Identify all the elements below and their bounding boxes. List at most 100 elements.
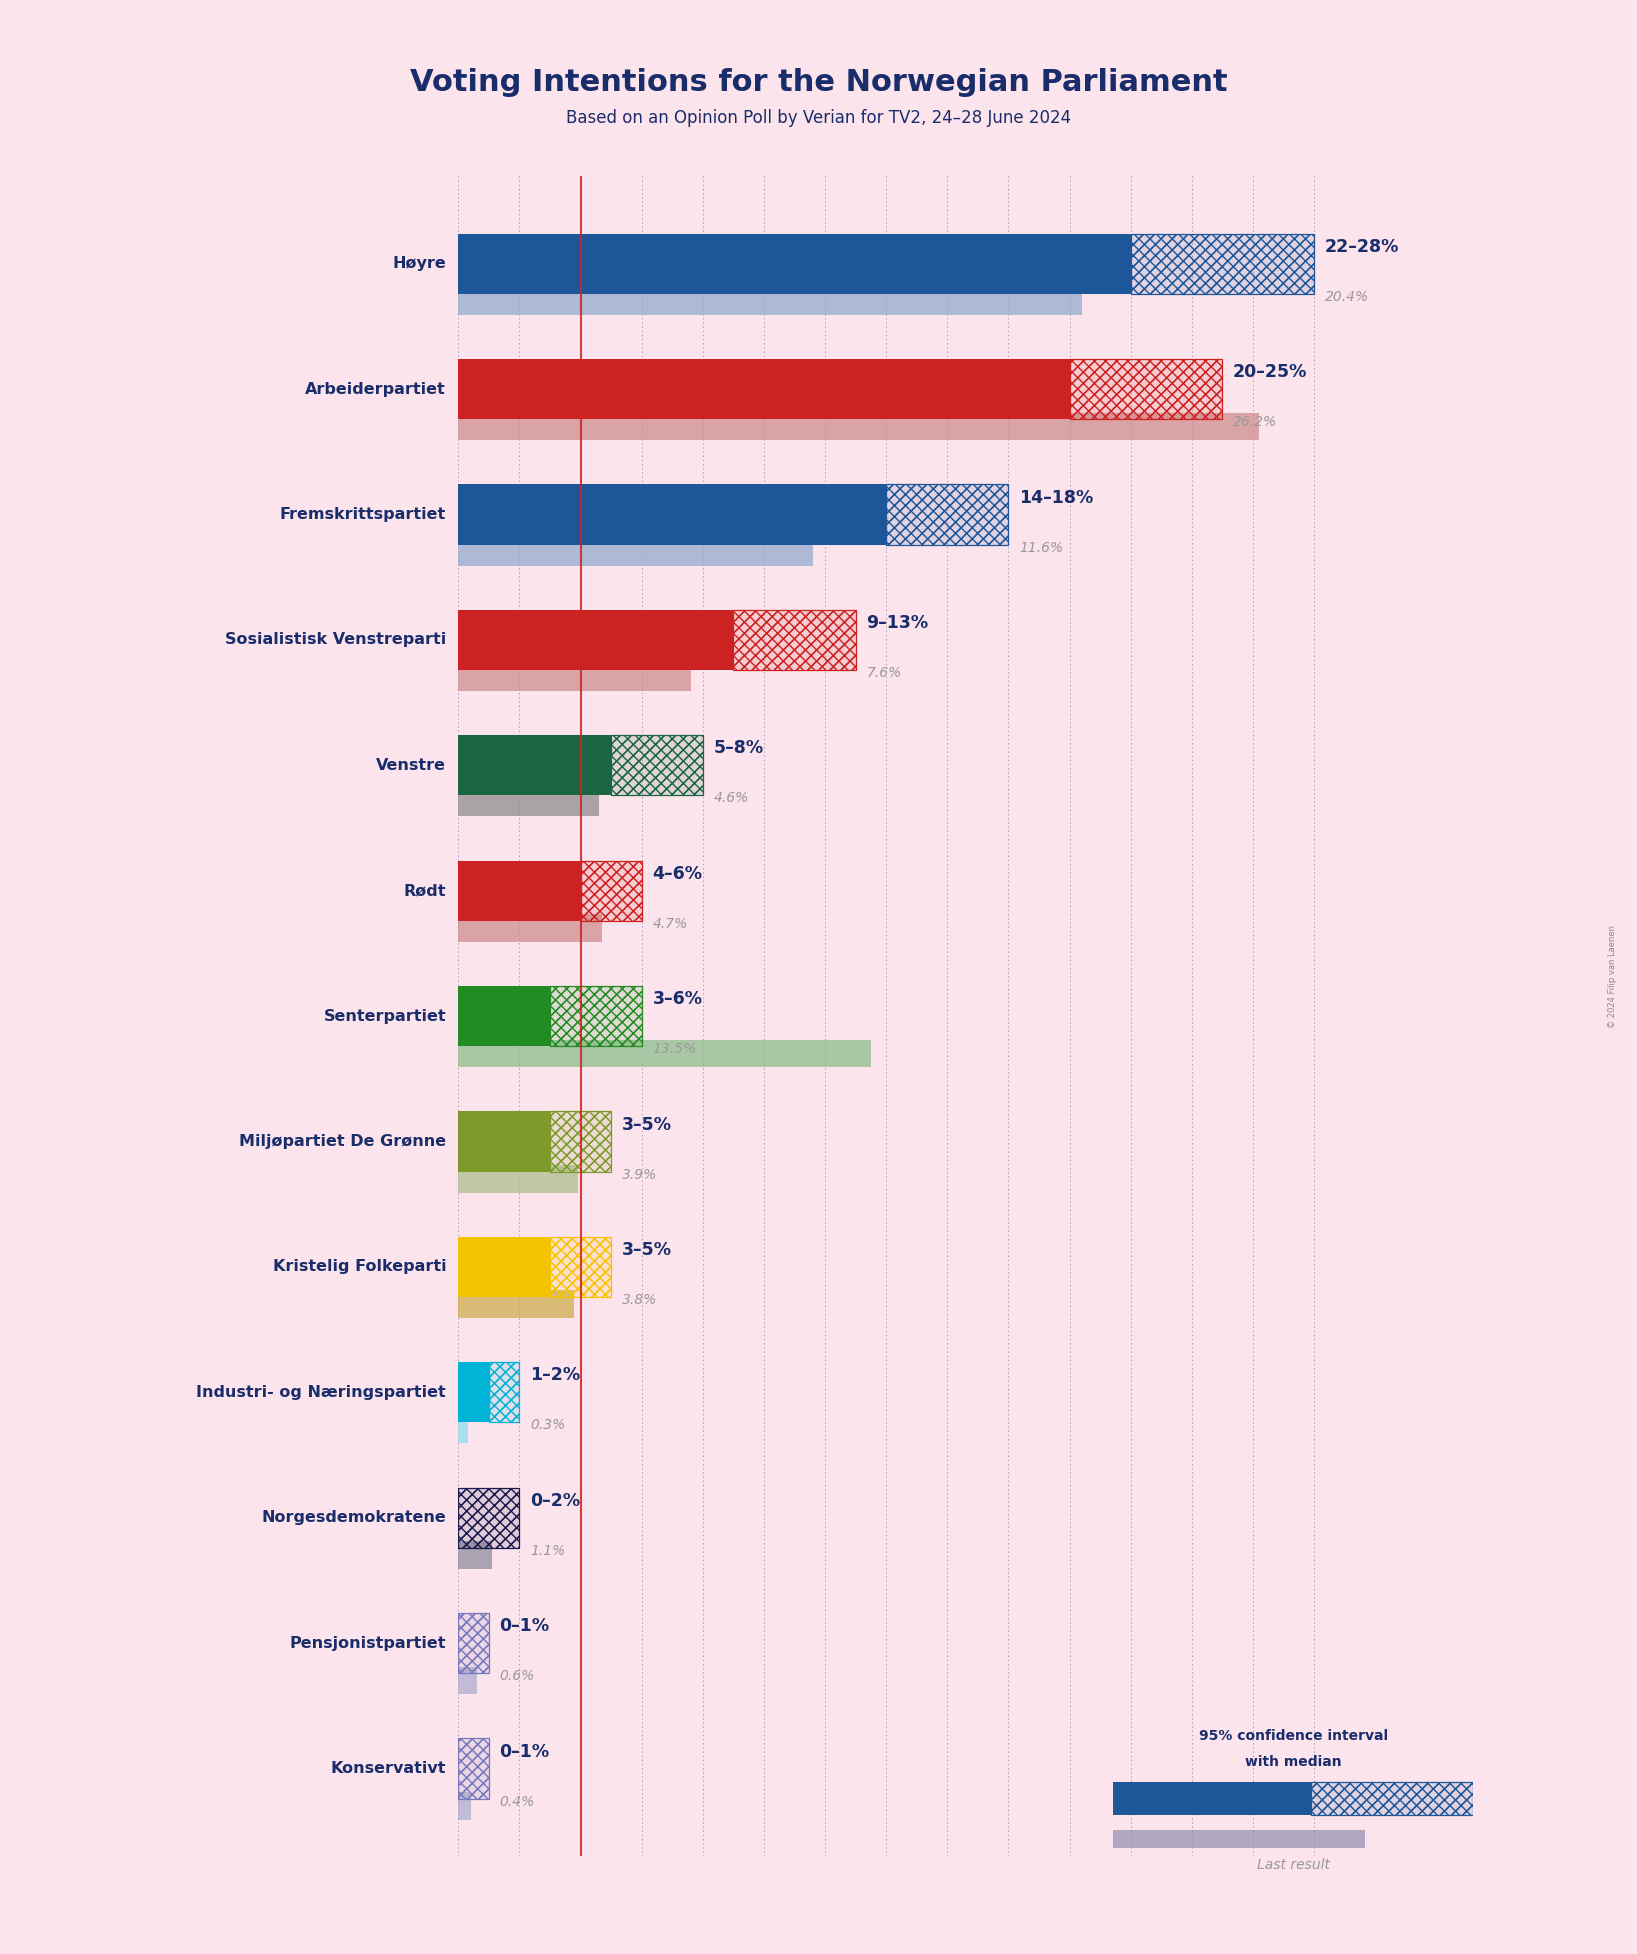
Text: 0.4%: 0.4% bbox=[499, 1794, 535, 1809]
Bar bbox=[458, 1612, 489, 1673]
Text: 20.4%: 20.4% bbox=[1324, 289, 1369, 303]
Bar bbox=[581, 860, 642, 920]
Bar bbox=[550, 1112, 611, 1172]
Bar bbox=[458, 1739, 489, 1798]
Text: with median: with median bbox=[1244, 1755, 1342, 1768]
Bar bbox=[489, 1362, 519, 1423]
Bar bbox=[458, 537, 814, 565]
Bar bbox=[458, 610, 733, 670]
Bar bbox=[1069, 360, 1223, 420]
Bar bbox=[733, 610, 856, 670]
Bar bbox=[458, 1112, 550, 1172]
Text: Industri- og Næringspartiet: Industri- og Næringspartiet bbox=[196, 1385, 447, 1399]
Bar bbox=[1311, 1782, 1473, 1815]
Bar bbox=[1113, 1829, 1365, 1848]
Bar bbox=[458, 735, 611, 795]
Bar bbox=[489, 1362, 519, 1423]
Bar bbox=[550, 1112, 611, 1172]
Text: 3.9%: 3.9% bbox=[622, 1168, 656, 1182]
Text: Sosialistisk Venstreparti: Sosialistisk Venstreparti bbox=[224, 633, 447, 647]
Bar bbox=[458, 1487, 519, 1548]
Text: 95% confidence interval: 95% confidence interval bbox=[1198, 1729, 1388, 1743]
Text: 11.6%: 11.6% bbox=[1020, 541, 1062, 555]
Bar bbox=[1131, 234, 1315, 293]
Bar bbox=[458, 987, 550, 1045]
Bar bbox=[550, 1237, 611, 1297]
Text: 4.6%: 4.6% bbox=[714, 791, 748, 805]
Text: Miljøpartiet De Grønne: Miljøpartiet De Grønne bbox=[239, 1133, 447, 1149]
Text: 14–18%: 14–18% bbox=[1020, 488, 1094, 506]
Text: 3.8%: 3.8% bbox=[622, 1294, 656, 1307]
Bar bbox=[550, 1112, 611, 1172]
Text: Venstre: Venstre bbox=[377, 758, 447, 772]
Bar bbox=[1311, 1782, 1473, 1815]
Text: Fremskrittspartiet: Fremskrittspartiet bbox=[280, 506, 447, 522]
Bar bbox=[733, 610, 856, 670]
Bar bbox=[886, 485, 1008, 545]
Bar bbox=[458, 287, 1082, 315]
Bar bbox=[550, 987, 642, 1045]
Bar bbox=[1131, 234, 1315, 293]
Text: 22–28%: 22–28% bbox=[1324, 238, 1400, 256]
Bar bbox=[458, 1487, 519, 1548]
Bar bbox=[458, 1417, 468, 1444]
Text: 7.6%: 7.6% bbox=[866, 666, 902, 680]
Text: Pensjonistpartiet: Pensjonistpartiet bbox=[290, 1635, 447, 1651]
Text: 13.5%: 13.5% bbox=[653, 1041, 696, 1057]
Text: Norgesdemokratene: Norgesdemokratene bbox=[262, 1510, 447, 1526]
Text: Based on an Opinion Poll by Verian for TV2, 24–28 June 2024: Based on an Opinion Poll by Verian for T… bbox=[566, 109, 1071, 127]
Text: Rødt: Rødt bbox=[404, 883, 447, 899]
Bar bbox=[458, 1040, 871, 1067]
Bar bbox=[458, 789, 599, 817]
Bar bbox=[458, 1487, 519, 1548]
Text: Kristelig Folkeparti: Kristelig Folkeparti bbox=[272, 1260, 447, 1274]
Text: 5–8%: 5–8% bbox=[714, 739, 763, 758]
Text: 20–25%: 20–25% bbox=[1233, 363, 1308, 381]
Bar bbox=[458, 1362, 489, 1423]
Bar bbox=[458, 1165, 578, 1192]
Bar bbox=[581, 860, 642, 920]
Bar bbox=[550, 987, 642, 1045]
Bar bbox=[581, 860, 642, 920]
Bar bbox=[458, 1542, 493, 1569]
Text: Last result: Last result bbox=[1257, 1858, 1329, 1872]
Bar bbox=[611, 735, 702, 795]
Bar bbox=[458, 1667, 476, 1694]
Bar bbox=[458, 1739, 489, 1798]
Bar bbox=[458, 1612, 489, 1673]
Bar bbox=[550, 1237, 611, 1297]
Text: 3–5%: 3–5% bbox=[622, 1116, 671, 1133]
Bar bbox=[458, 1237, 550, 1297]
Bar bbox=[458, 860, 581, 920]
Text: 3–5%: 3–5% bbox=[622, 1241, 671, 1258]
Bar bbox=[458, 664, 691, 692]
Bar bbox=[550, 987, 642, 1045]
Text: 4.7%: 4.7% bbox=[653, 916, 688, 930]
Text: © 2024 Filip van Laenen: © 2024 Filip van Laenen bbox=[1608, 926, 1617, 1028]
Bar bbox=[458, 914, 602, 942]
Bar bbox=[458, 1739, 489, 1798]
Text: 1–2%: 1–2% bbox=[530, 1366, 579, 1385]
Text: 0–1%: 0–1% bbox=[499, 1743, 550, 1761]
Bar bbox=[458, 1792, 470, 1819]
Text: Høyre: Høyre bbox=[393, 256, 447, 272]
Bar bbox=[1311, 1782, 1473, 1815]
Text: 0.6%: 0.6% bbox=[499, 1669, 535, 1682]
Bar bbox=[550, 1237, 611, 1297]
Text: 0–1%: 0–1% bbox=[499, 1618, 550, 1635]
Bar bbox=[458, 1612, 489, 1673]
Bar bbox=[489, 1362, 519, 1423]
Text: 1.1%: 1.1% bbox=[530, 1544, 565, 1557]
Bar bbox=[458, 485, 886, 545]
Bar bbox=[886, 485, 1008, 545]
Text: 26.2%: 26.2% bbox=[1233, 414, 1277, 430]
Bar bbox=[458, 1290, 575, 1319]
Text: 3–6%: 3–6% bbox=[653, 991, 702, 1008]
Bar bbox=[458, 234, 1131, 293]
Bar bbox=[1069, 360, 1223, 420]
Bar bbox=[458, 360, 1069, 420]
Text: 0–2%: 0–2% bbox=[530, 1491, 579, 1510]
Text: 0.3%: 0.3% bbox=[530, 1419, 565, 1432]
Bar bbox=[611, 735, 702, 795]
Bar bbox=[458, 412, 1259, 440]
